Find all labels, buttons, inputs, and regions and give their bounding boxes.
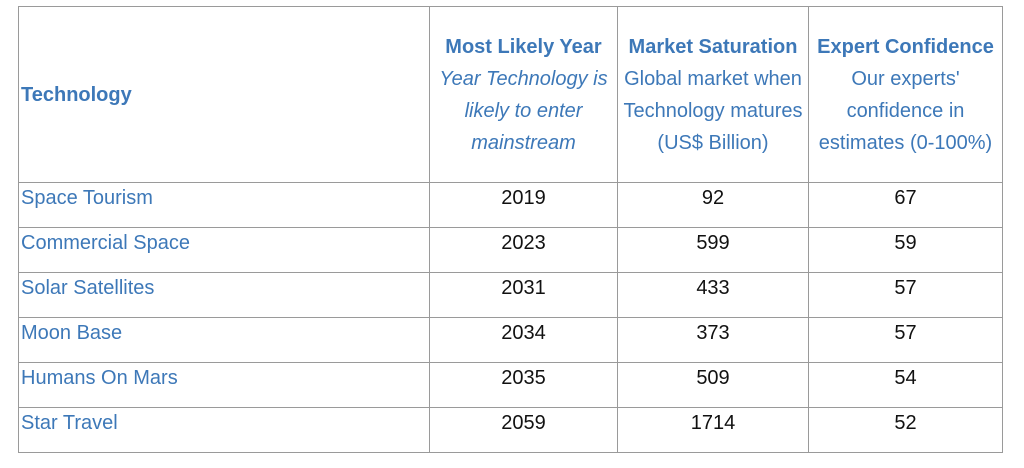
table-row: Solar Satellites 2031 433 57: [18, 272, 1003, 318]
technology-link[interactable]: Commercial Space: [18, 227, 430, 273]
market-cell: 433: [617, 272, 809, 318]
header-market-subtitle: Global market when Technology matures (U…: [623, 67, 803, 154]
year-cell: 2035: [429, 362, 618, 408]
header-expert-confidence: Expert Confidence Our experts' confidenc…: [808, 6, 1003, 183]
year-cell: 2034: [429, 317, 618, 363]
confidence-cell: 54: [808, 362, 1003, 408]
market-cell: 509: [617, 362, 809, 408]
header-technology-title: Technology: [21, 83, 132, 106]
year-cell: 2031: [429, 272, 618, 318]
confidence-cell: 57: [808, 317, 1003, 363]
table-row: Commercial Space 2023 599 59: [18, 227, 1003, 273]
confidence-cell: 52: [808, 407, 1003, 453]
header-market-saturation: Market Saturation Global market when Tec…: [617, 6, 809, 183]
market-cell: 373: [617, 317, 809, 363]
table-body: Space Tourism 2019 92 67 Commercial Spac…: [18, 182, 1003, 453]
confidence-cell: 67: [808, 182, 1003, 228]
technology-link[interactable]: Humans On Mars: [18, 362, 430, 408]
header-technology: Technology: [18, 6, 430, 183]
market-cell: 92: [617, 182, 809, 228]
confidence-cell: 57: [808, 272, 1003, 318]
header-market-title: Market Saturation: [628, 35, 798, 58]
technology-forecast-table: Technology Most Likely Year Year Technol…: [18, 6, 1003, 453]
table-row: Space Tourism 2019 92 67: [18, 182, 1003, 228]
header-year-subtitle: Year Technology is likely to enter mains…: [439, 67, 608, 154]
technology-link[interactable]: Space Tourism: [18, 182, 430, 228]
header-row: Technology Most Likely Year Year Technol…: [18, 6, 1003, 183]
year-cell: 2059: [429, 407, 618, 453]
confidence-cell: 59: [808, 227, 1003, 273]
technology-link[interactable]: Star Travel: [18, 407, 430, 453]
year-cell: 2023: [429, 227, 618, 273]
market-cell: 1714: [617, 407, 809, 453]
header-confidence-subtitle: Our experts' confidence in estimates (0-…: [818, 67, 993, 154]
technology-link[interactable]: Solar Satellites: [18, 272, 430, 318]
year-cell: 2019: [429, 182, 618, 228]
table-row: Star Travel 2059 1714 52: [18, 407, 1003, 453]
header-confidence-title: Expert Confidence: [817, 35, 994, 58]
table-container: Technology Most Likely Year Year Technol…: [18, 6, 1003, 453]
header-year-title: Most Likely Year: [445, 35, 602, 58]
technology-link[interactable]: Moon Base: [18, 317, 430, 363]
market-cell: 599: [617, 227, 809, 273]
table-header: Technology Most Likely Year Year Technol…: [18, 6, 1003, 183]
table-row: Humans On Mars 2035 509 54: [18, 362, 1003, 408]
header-most-likely-year: Most Likely Year Year Technology is like…: [429, 6, 618, 183]
table-row: Moon Base 2034 373 57: [18, 317, 1003, 363]
